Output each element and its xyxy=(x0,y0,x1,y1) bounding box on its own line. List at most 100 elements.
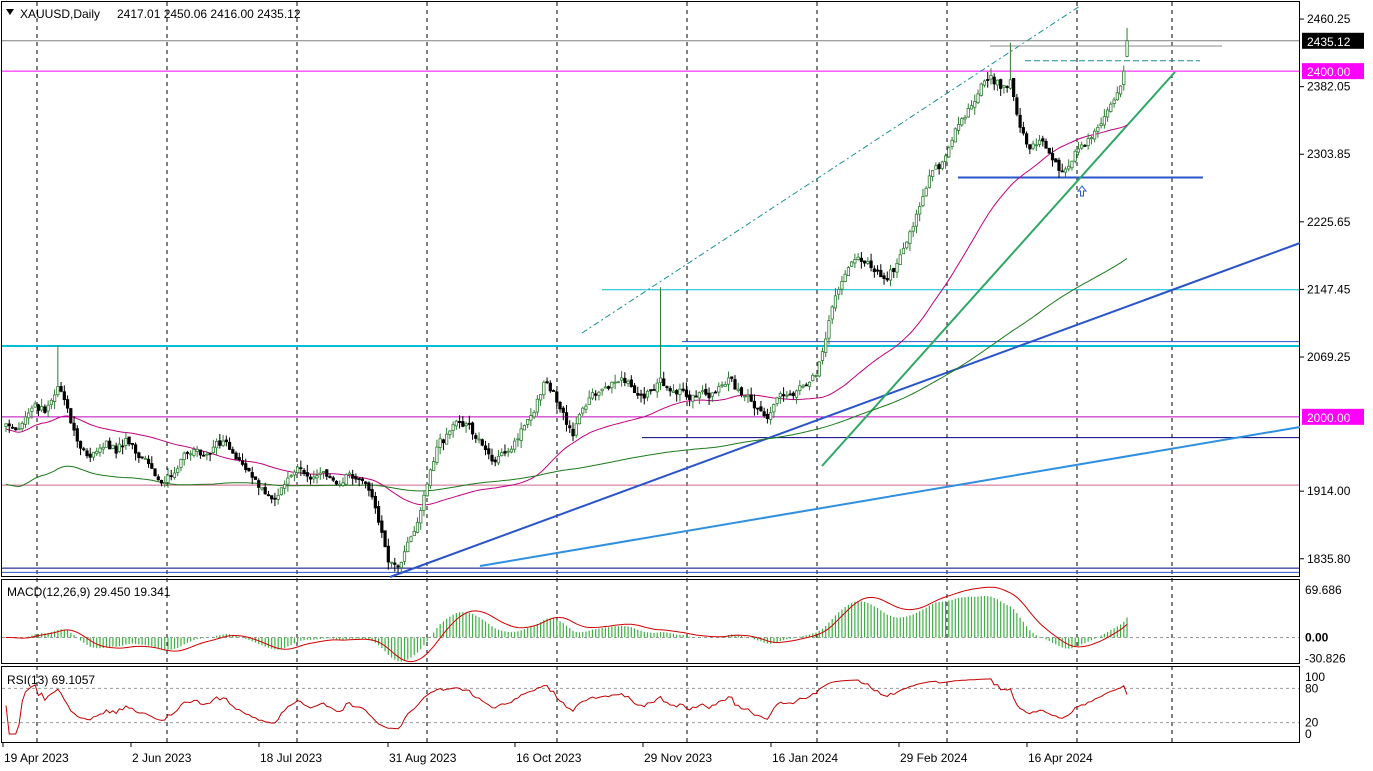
candle[interactable] xyxy=(104,440,109,448)
candle[interactable] xyxy=(202,450,206,457)
candle[interactable] xyxy=(710,392,714,403)
candle[interactable] xyxy=(27,408,31,425)
candle[interactable] xyxy=(594,390,598,401)
candle[interactable] xyxy=(603,382,608,389)
rsi-panel[interactable] xyxy=(1,666,1300,743)
candle[interactable] xyxy=(205,450,209,461)
candle[interactable] xyxy=(467,415,471,430)
candle[interactable] xyxy=(616,381,620,384)
candle[interactable] xyxy=(14,427,18,431)
candle[interactable] xyxy=(1109,101,1113,113)
candle[interactable] xyxy=(380,515,384,538)
candle[interactable] xyxy=(1018,108,1022,133)
candle[interactable] xyxy=(684,382,689,400)
candle[interactable] xyxy=(866,257,870,265)
candle[interactable] xyxy=(402,545,407,566)
candle[interactable] xyxy=(1080,141,1084,150)
trendline-green[interactable] xyxy=(821,71,1176,467)
candle[interactable] xyxy=(921,188,925,208)
candle[interactable] xyxy=(428,468,433,489)
candle[interactable] xyxy=(250,466,254,485)
dropdown-triangle-icon[interactable] xyxy=(6,9,14,15)
candle[interactable] xyxy=(457,415,462,429)
candle[interactable] xyxy=(811,373,815,382)
candle[interactable] xyxy=(33,400,37,408)
macd-panel[interactable] xyxy=(1,579,1300,664)
candle[interactable] xyxy=(723,381,727,387)
candle[interactable] xyxy=(461,416,465,428)
candle[interactable] xyxy=(688,390,692,407)
candle[interactable] xyxy=(435,439,439,466)
candle[interactable] xyxy=(1076,141,1081,156)
candle[interactable] xyxy=(227,437,232,451)
candle[interactable] xyxy=(739,386,744,398)
candle[interactable] xyxy=(438,433,442,455)
candle[interactable] xyxy=(496,449,501,466)
candle[interactable] xyxy=(590,388,595,401)
candle[interactable] xyxy=(117,437,121,453)
candle[interactable] xyxy=(986,72,990,88)
candle[interactable] xyxy=(775,396,779,407)
candle[interactable] xyxy=(782,387,786,402)
candle[interactable] xyxy=(257,478,261,496)
candle[interactable] xyxy=(464,421,468,433)
candle[interactable] xyxy=(927,169,932,189)
candle[interactable] xyxy=(65,395,70,413)
candle[interactable] xyxy=(756,407,760,415)
candle[interactable] xyxy=(127,436,131,447)
candle[interactable] xyxy=(198,449,202,459)
candle[interactable] xyxy=(234,451,238,460)
candle[interactable] xyxy=(931,170,935,182)
candle[interactable] xyxy=(389,561,394,569)
candle[interactable] xyxy=(658,287,663,391)
candle[interactable] xyxy=(354,473,358,483)
candle[interactable] xyxy=(918,202,922,222)
candle[interactable] xyxy=(730,376,734,383)
candle[interactable] xyxy=(746,388,750,404)
candle[interactable] xyxy=(10,424,15,429)
candle[interactable] xyxy=(273,492,277,507)
candle[interactable] xyxy=(130,442,134,450)
candle[interactable] xyxy=(1112,97,1116,108)
candle[interactable] xyxy=(53,389,57,410)
candle[interactable] xyxy=(169,469,173,481)
candle[interactable] xyxy=(769,406,773,425)
candle[interactable] xyxy=(425,481,429,497)
candle[interactable] xyxy=(1089,135,1093,145)
candle[interactable] xyxy=(620,371,624,387)
candle[interactable] xyxy=(914,209,919,234)
candle[interactable] xyxy=(445,427,449,445)
candle[interactable] xyxy=(302,467,306,477)
candle[interactable] xyxy=(901,242,906,255)
candle[interactable] xyxy=(794,389,799,404)
candle[interactable] xyxy=(571,422,575,442)
candle[interactable] xyxy=(20,421,24,432)
candle[interactable] xyxy=(308,474,313,485)
candle[interactable] xyxy=(558,400,562,413)
candle[interactable] xyxy=(668,385,672,397)
candle[interactable] xyxy=(364,481,368,489)
candle[interactable] xyxy=(153,468,157,477)
candle[interactable] xyxy=(869,253,873,272)
candle[interactable] xyxy=(500,448,504,457)
candle[interactable] xyxy=(1063,166,1068,178)
candle[interactable] xyxy=(185,450,190,460)
candle[interactable] xyxy=(632,383,637,394)
candle[interactable] xyxy=(626,379,630,387)
candle[interactable] xyxy=(237,452,241,462)
candle[interactable] xyxy=(733,374,737,390)
candle[interactable] xyxy=(1002,85,1006,94)
candle[interactable] xyxy=(817,361,821,378)
candle[interactable] xyxy=(1106,107,1110,122)
candle[interactable] xyxy=(247,467,251,472)
candle[interactable] xyxy=(940,160,944,171)
candle[interactable] xyxy=(678,383,682,402)
candle[interactable] xyxy=(244,458,248,473)
candle[interactable] xyxy=(1025,131,1029,148)
candle[interactable] xyxy=(111,444,115,450)
candle[interactable] xyxy=(995,79,1000,91)
candle[interactable] xyxy=(989,68,993,85)
candle[interactable] xyxy=(610,381,614,394)
candle[interactable] xyxy=(376,500,381,526)
candle[interactable] xyxy=(1005,85,1009,93)
